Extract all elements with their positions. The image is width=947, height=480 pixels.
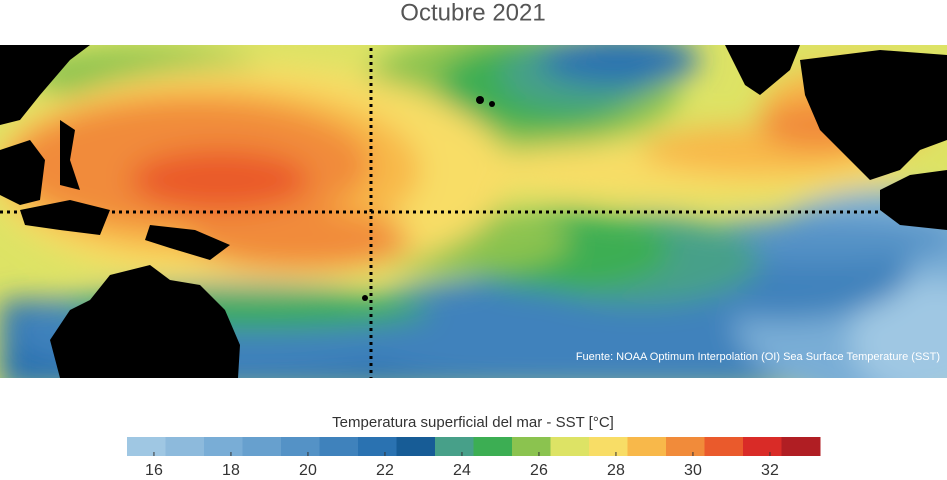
colorbar-label: Temperatura superficial del mar - SST [°… <box>332 414 614 431</box>
colorbar-tick-label: 30 <box>684 462 702 479</box>
colorbar: 16 18 20 22 24 26 28 30 32 <box>127 437 821 479</box>
colorbar-swatch <box>743 437 782 456</box>
sst-map: Fuente: NOAA Optimum Interpolation (OI) … <box>0 45 947 378</box>
colorbar-swatch <box>435 437 474 456</box>
colorbar-tick-label: 16 <box>145 462 163 479</box>
colorbar-swatch <box>512 437 551 456</box>
colorbar-tick-label: 26 <box>530 462 548 479</box>
colorbar-swatch <box>627 437 667 456</box>
colorbar-swatch <box>319 437 359 456</box>
colorbar-swatch <box>473 437 513 456</box>
colorbar-swatch <box>358 437 397 456</box>
colorbar-swatch <box>666 437 705 456</box>
title: Octubre 2021 <box>400 0 545 26</box>
colorbar-tick-label: 28 <box>607 462 625 479</box>
colorbar-tick-label: 32 <box>761 462 779 479</box>
colorbar-swatch <box>550 437 590 456</box>
source-note: Fuente: NOAA Optimum Interpolation (OI) … <box>576 351 940 363</box>
land <box>0 45 947 378</box>
colorbar-swatch <box>127 437 166 456</box>
colorbar-swatch <box>704 437 744 456</box>
colorbar-swatch <box>396 437 436 456</box>
colorbar-tick-label: 20 <box>299 462 317 479</box>
colorbar-swatch <box>204 437 243 456</box>
colorbar-swatch <box>781 437 821 456</box>
colorbar-swatch <box>281 437 320 456</box>
colorbar-swatch <box>589 437 628 456</box>
colorbar-tick-label: 24 <box>453 462 471 479</box>
colorbar-tick-label: 18 <box>222 462 240 479</box>
colorbar-tick-label: 22 <box>376 462 394 479</box>
colorbar-swatch <box>242 437 282 456</box>
colorbar-swatch <box>165 437 205 456</box>
